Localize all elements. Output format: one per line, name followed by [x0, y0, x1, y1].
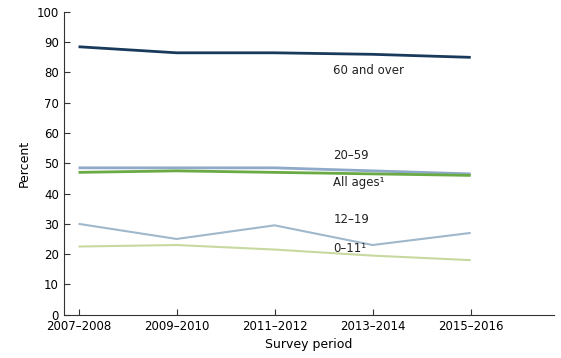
Text: 12–19: 12–19 [333, 213, 369, 226]
Text: 60 and over: 60 and over [333, 64, 404, 77]
Text: 0–11¹: 0–11¹ [333, 242, 366, 255]
Text: 20–59: 20–59 [333, 149, 369, 162]
X-axis label: Survey period: Survey period [265, 338, 353, 351]
Text: All ages¹: All ages¹ [333, 176, 385, 189]
Y-axis label: Percent: Percent [18, 140, 31, 187]
